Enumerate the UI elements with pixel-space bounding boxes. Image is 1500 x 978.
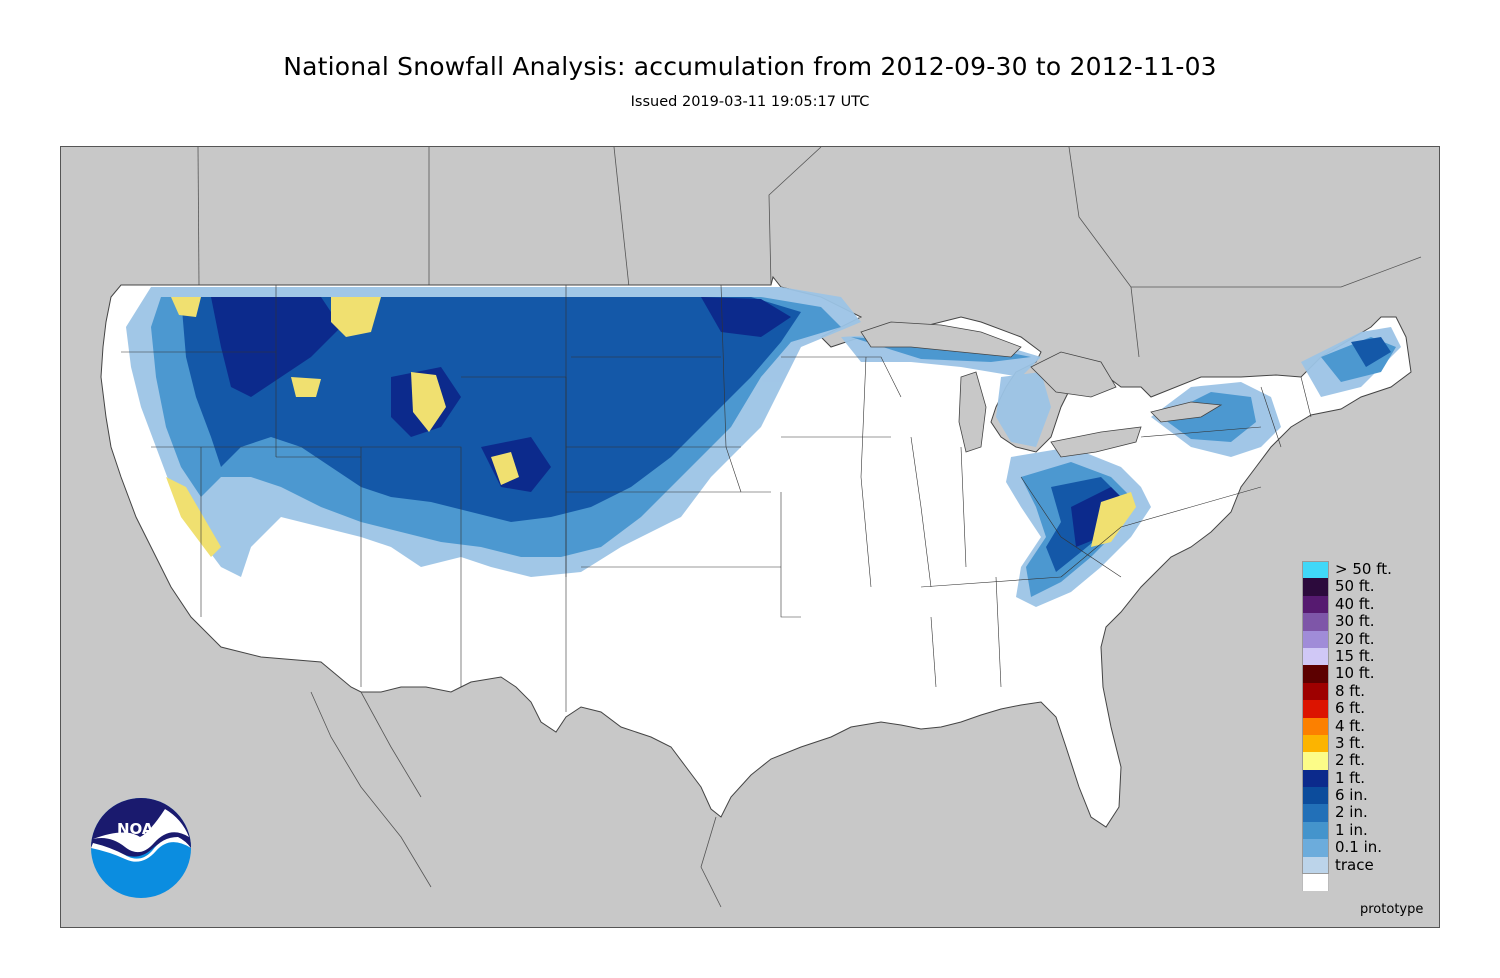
- legend-label: 0.1 in.: [1335, 838, 1383, 857]
- legend-item: 8 ft.: [1302, 681, 1422, 701]
- legend-item: 10 ft.: [1302, 664, 1422, 683]
- legend-label: 50 ft.: [1335, 577, 1375, 596]
- legend-label: 4 ft.: [1335, 716, 1365, 735]
- legend-label: 1 ft.: [1335, 768, 1365, 787]
- state-borders: [121, 284, 1312, 712]
- legend-label: 20 ft.: [1335, 629, 1375, 648]
- legend-item: 1 in.: [1302, 820, 1422, 840]
- legend-swatch: [1302, 787, 1329, 805]
- legend-swatch: [1302, 613, 1329, 631]
- noaa-logo-text: NOAA: [117, 820, 166, 838]
- legend-swatch: [1302, 682, 1329, 701]
- legend-swatch: [1302, 856, 1329, 875]
- legend-item: 6 in.: [1302, 786, 1422, 805]
- legend-label: 15 ft.: [1335, 646, 1375, 665]
- legend-swatch: [1302, 804, 1329, 822]
- legend-label: 2 in.: [1335, 803, 1368, 822]
- legend-swatch: [1302, 578, 1329, 596]
- legend-item: 20 ft.: [1302, 629, 1422, 648]
- mexico-coastline: [310, 691, 722, 908]
- legend-item: 30 ft.: [1302, 612, 1422, 631]
- page-title: National Snowfall Analysis: accumulation…: [283, 52, 1217, 81]
- legend-label: 2 ft.: [1335, 751, 1365, 770]
- map-canvas: [61, 147, 1439, 927]
- legend-item: [1302, 874, 1422, 892]
- legend: > 50 ft. 50 ft. 40 ft. 30 ft. 20 ft. 15 ft. 10…: [1302, 560, 1422, 892]
- legend-item: 50 ft.: [1302, 577, 1422, 596]
- legend-label: 10 ft.: [1335, 664, 1375, 683]
- legend-item: 1 ft.: [1302, 768, 1422, 788]
- legend-label: 30 ft.: [1335, 612, 1375, 631]
- noaa-logo: NOAA: [91, 798, 191, 898]
- legend-swatch: [1302, 700, 1329, 718]
- legend-swatch: [1302, 717, 1329, 735]
- legend-swatch: [1302, 734, 1329, 753]
- legend-label: 1 in.: [1335, 820, 1368, 839]
- legend-swatch: [1302, 630, 1329, 648]
- legend-label: 6 ft.: [1335, 699, 1365, 718]
- prototype-note: prototype: [1360, 902, 1424, 917]
- legend-swatch: [1302, 752, 1329, 770]
- legend-item: 0.1 in.: [1302, 838, 1422, 857]
- legend-item: 40 ft.: [1302, 594, 1422, 614]
- legend-item: > 50 ft.: [1302, 560, 1422, 579]
- legend-item: 2 ft.: [1302, 751, 1422, 770]
- legend-swatch: [1302, 769, 1329, 788]
- legend-label: trace: [1335, 855, 1374, 874]
- legend-label: 8 ft.: [1335, 681, 1365, 700]
- legend-label: 3 ft.: [1335, 733, 1365, 752]
- legend-item: 2 in.: [1302, 803, 1422, 822]
- legend-item: 3 ft.: [1302, 733, 1422, 753]
- legend-swatch: [1302, 647, 1329, 666]
- great-lakes: [860, 321, 1223, 458]
- legend-item: 4 ft.: [1302, 716, 1422, 735]
- legend-label: > 50 ft.: [1335, 560, 1392, 578]
- snow-2ft-3ft: [166, 297, 1136, 557]
- legend-item: trace: [1302, 855, 1422, 875]
- legend-swatch: [1302, 821, 1329, 840]
- legend-swatch: [1302, 595, 1329, 614]
- snowfall-map[interactable]: [60, 146, 1440, 928]
- legend-item: 15 ft.: [1302, 646, 1422, 666]
- legend-swatch: [1302, 561, 1329, 579]
- legend-swatch: [1302, 874, 1329, 892]
- legend-label: 6 in.: [1335, 786, 1368, 805]
- legend-label: 40 ft.: [1335, 594, 1375, 613]
- issued-timestamp: Issued 2019-03-11 19:05:17 UTC: [630, 94, 870, 110]
- legend-swatch: [1302, 839, 1329, 857]
- international-borders: [197, 147, 1422, 358]
- legend-item: 6 ft.: [1302, 699, 1422, 718]
- legend-swatch: [1302, 665, 1329, 683]
